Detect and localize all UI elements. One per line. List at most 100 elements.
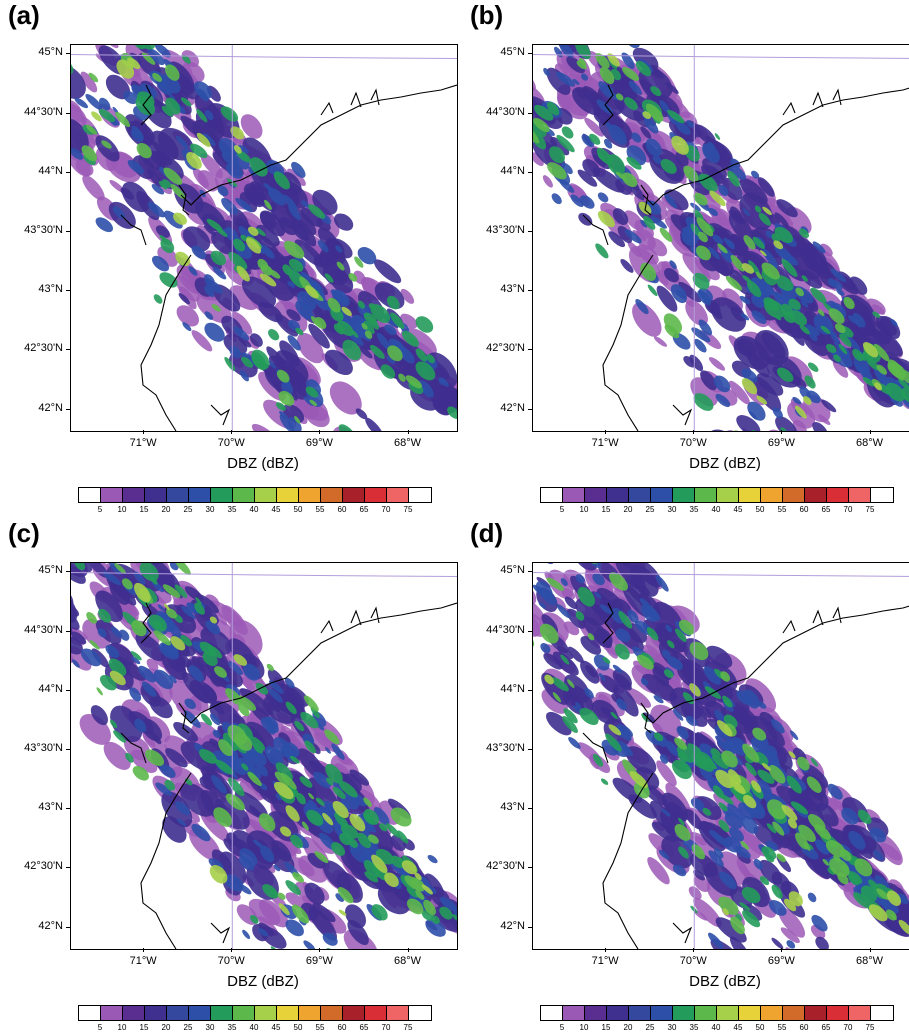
lon-tick [869,948,871,952]
lat-label: 43°N [38,283,63,296]
lat-label: 44°N [38,682,63,695]
lat-label: 44°30'N [24,623,63,636]
radar-map [532,44,909,432]
lat-tick [528,290,532,292]
colorbar-level: 20 [161,505,171,514]
colorbar-swatch [189,488,211,502]
colorbar-level: 30 [205,505,215,514]
lon-label: 69°W [767,437,795,449]
colorbar-level: 75 [865,505,875,514]
colorbar-level: 45 [271,505,281,514]
lat-label: 44°N [38,164,63,177]
parallel-line [533,571,909,577]
colorbar-level: 40 [711,505,721,514]
colorbar-level: 45 [271,1023,281,1032]
colorbar-swatch [145,488,167,502]
lat-tick [528,630,532,632]
panel-label: (d) [470,518,504,548]
colorbar-level: 55 [777,1023,787,1032]
colorbar-swatch [783,488,805,502]
lon-tick [781,948,783,952]
lat-label: 43°N [500,283,525,296]
lat-tick [528,749,532,751]
colorbar-level: 25 [645,1023,655,1032]
lat-tick [528,571,532,573]
colorbar-swatch [827,488,849,502]
colorbar-level: 15 [601,1023,611,1032]
lon-tick [407,948,409,952]
parallel-line [71,571,457,577]
lon-label: 69°W [305,955,333,967]
lat-label: 42°N [38,401,63,414]
colorbar-swatch [101,1006,123,1020]
radar-map [70,44,458,432]
colorbar-swatch [233,488,255,502]
colorbar-level: 70 [381,1023,391,1032]
colorbar-level: 25 [183,1023,193,1032]
colorbar-swatch [805,488,827,502]
parallel-line [71,53,457,59]
lon-tick [605,948,607,952]
lat-tick [66,749,70,751]
panel-c: (c) 45°N 44°30'N 44°N 43°30'N 43°N 42°30'N 42°N… [0,518,458,1035]
colorbar-swatch [79,488,101,502]
lat-tick [528,53,532,55]
variable-label: DBZ (dBZ) [689,973,761,990]
lat-tick [528,171,532,173]
lat-label: 45°N [500,564,525,577]
lat-tick [66,290,70,292]
lat-label: 44°N [500,682,525,695]
lat-tick [528,926,532,928]
colorbar-level: 40 [711,1023,721,1032]
reflectivity-field [71,45,457,431]
lon-label: 68°W [856,437,884,449]
reflectivity-field [71,563,457,949]
colorbar-swatch [695,488,717,502]
colorbar-level: 45 [733,1023,743,1032]
colorbar-level: 15 [139,505,149,514]
lon-label: 70°W [217,437,245,449]
lat-label: 42°30'N [486,860,525,873]
colorbar-level: 65 [359,1023,369,1032]
colorbar-swatch [717,1006,739,1020]
colorbar [540,487,894,503]
colorbar-level: 70 [843,1023,853,1032]
lat-label: 42°30'N [24,342,63,355]
lon-tick [407,430,409,434]
colorbar-level: 35 [227,1023,237,1032]
lat-tick [66,231,70,233]
colorbar-swatch [211,488,233,502]
colorbar-swatch [255,488,277,502]
colorbar-swatch [343,1006,365,1020]
lon-tick [319,430,321,434]
lat-label: 43°30'N [24,742,63,755]
colorbar-swatch [651,1006,673,1020]
lat-label: 44°30'N [486,623,525,636]
lat-label: 44°30'N [486,105,525,118]
colorbar-swatch [651,488,673,502]
lon-label: 71°W [591,437,619,449]
colorbar-swatch [695,1006,717,1020]
lon-label: 68°W [394,437,422,449]
lat-tick [66,571,70,573]
lat-label: 42°N [38,919,63,932]
lon-label: 70°W [217,955,245,967]
lat-tick [66,630,70,632]
coastline [120,84,457,431]
colorbar-swatch [233,1006,255,1020]
colorbar-level: 75 [865,1023,875,1032]
lat-tick [528,867,532,869]
colorbar-level: 20 [623,505,633,514]
colorbar-swatch [365,488,387,502]
lat-label: 44°30'N [24,105,63,118]
colorbar-level: 55 [315,505,325,514]
colorbar-level: 25 [183,505,193,514]
colorbar-swatch [211,1006,233,1020]
lon-tick [781,430,783,434]
colorbar-swatch [585,488,607,502]
colorbar-level: 20 [623,1023,633,1032]
colorbar-swatch [277,488,299,502]
colorbar-level: 50 [755,505,765,514]
colorbar-swatch [321,1006,343,1020]
lon-label: 69°W [305,437,333,449]
